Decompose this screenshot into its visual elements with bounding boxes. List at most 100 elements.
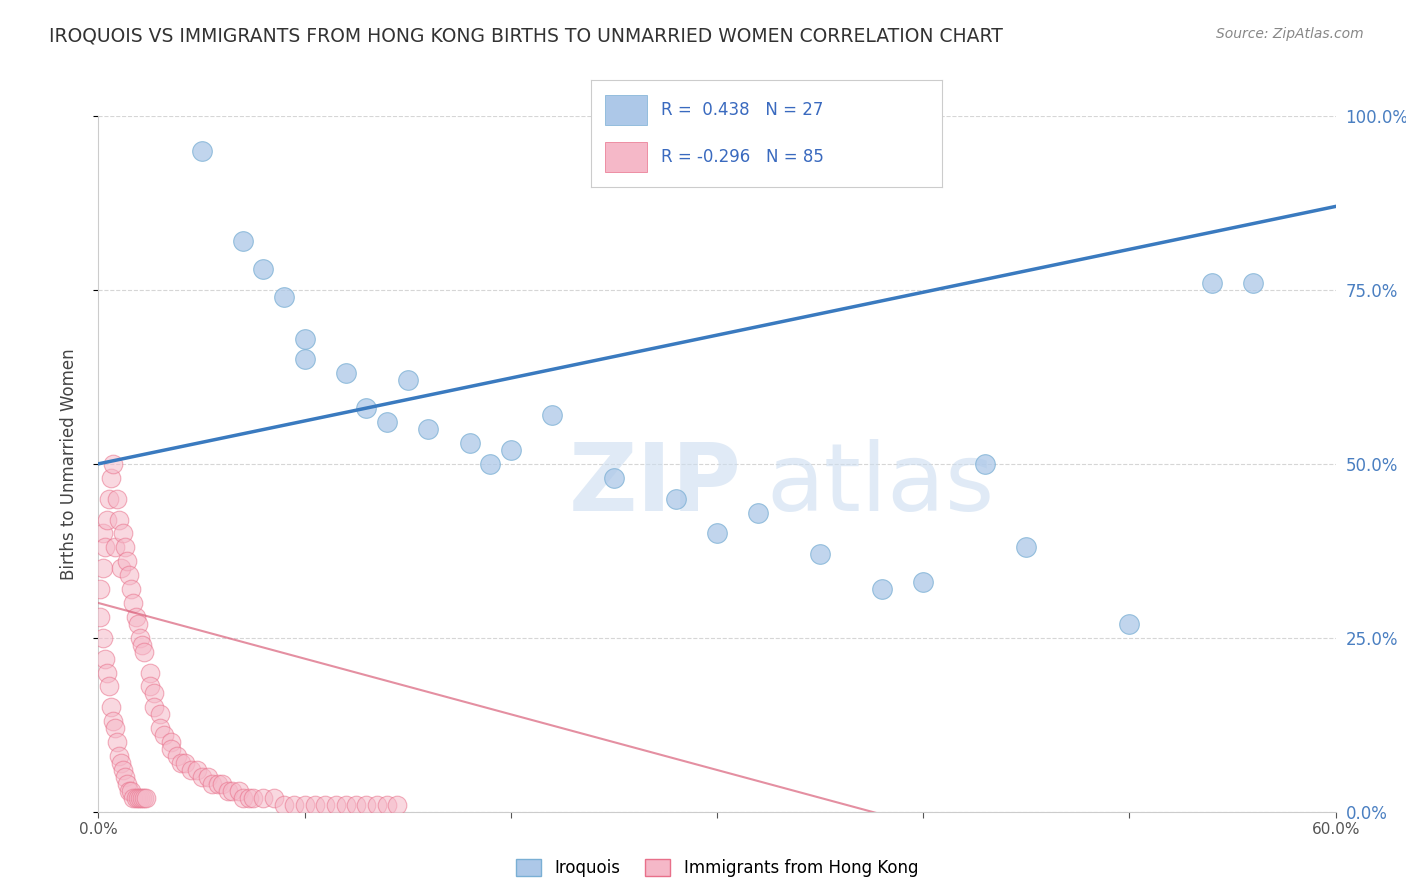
Text: R = -0.296   N = 85: R = -0.296 N = 85 xyxy=(661,148,824,166)
Point xyxy=(499,442,522,457)
Point xyxy=(396,373,419,387)
Point xyxy=(180,763,202,777)
Point xyxy=(89,610,111,624)
Point xyxy=(314,797,336,812)
Point xyxy=(974,457,997,471)
Point xyxy=(273,797,295,812)
Point xyxy=(91,631,114,645)
Point xyxy=(112,763,135,777)
Point xyxy=(190,770,212,784)
Point xyxy=(149,707,172,722)
Point xyxy=(263,790,285,805)
Legend: Iroquois, Immigrants from Hong Kong: Iroquois, Immigrants from Hong Kong xyxy=(509,852,925,883)
Point xyxy=(124,610,146,624)
Point xyxy=(197,770,219,784)
Point xyxy=(132,645,155,659)
Point xyxy=(603,471,626,485)
Point xyxy=(143,686,166,700)
Point xyxy=(118,784,141,798)
Point xyxy=(131,790,153,805)
Point xyxy=(128,631,150,645)
Point xyxy=(124,790,146,805)
Text: Source: ZipAtlas.com: Source: ZipAtlas.com xyxy=(1216,27,1364,41)
Point xyxy=(97,491,120,506)
Point xyxy=(96,665,118,680)
Text: atlas: atlas xyxy=(766,439,995,531)
Point xyxy=(238,790,260,805)
Point xyxy=(479,457,502,471)
Point xyxy=(101,457,124,471)
Point xyxy=(108,749,131,764)
Point xyxy=(122,596,145,610)
Point xyxy=(1241,276,1264,290)
Point xyxy=(118,568,141,582)
Text: R =  0.438   N = 27: R = 0.438 N = 27 xyxy=(661,102,823,120)
Point xyxy=(201,777,224,791)
Point xyxy=(114,541,136,555)
Point xyxy=(366,797,388,812)
Point xyxy=(127,616,149,631)
Point xyxy=(120,784,142,798)
Point xyxy=(252,262,274,277)
Point xyxy=(211,777,233,791)
Point xyxy=(159,742,181,756)
Point xyxy=(273,290,295,304)
Point xyxy=(186,763,208,777)
Point xyxy=(117,554,139,568)
Point xyxy=(105,491,128,506)
Point xyxy=(325,797,347,812)
Point xyxy=(174,756,197,770)
Point xyxy=(101,714,124,729)
Point xyxy=(91,526,114,541)
Point xyxy=(1201,276,1223,290)
Text: ZIP: ZIP xyxy=(569,439,742,531)
Point xyxy=(139,665,162,680)
Point xyxy=(458,436,481,450)
Point xyxy=(665,491,688,506)
Point xyxy=(747,506,769,520)
Point xyxy=(131,638,153,652)
Point xyxy=(120,582,142,596)
Point xyxy=(335,797,357,812)
Point xyxy=(375,415,398,429)
Point xyxy=(221,784,243,798)
Point xyxy=(335,367,357,381)
Point xyxy=(1118,616,1140,631)
Point xyxy=(706,526,728,541)
Point xyxy=(139,680,162,694)
Point xyxy=(122,790,145,805)
Point xyxy=(89,582,111,596)
Y-axis label: Births to Unmarried Women: Births to Unmarried Women xyxy=(59,348,77,580)
Point xyxy=(149,721,172,735)
Point xyxy=(117,777,139,791)
Point xyxy=(93,651,115,665)
Point xyxy=(232,790,254,805)
Point xyxy=(166,749,188,764)
Point xyxy=(375,797,398,812)
Point xyxy=(294,332,316,346)
Point xyxy=(143,700,166,714)
Point xyxy=(870,582,893,596)
Point xyxy=(128,790,150,805)
Point xyxy=(114,770,136,784)
Point xyxy=(294,352,316,367)
Point xyxy=(356,401,378,416)
Bar xyxy=(605,95,647,125)
Point xyxy=(232,234,254,248)
Point xyxy=(104,721,127,735)
Point xyxy=(1015,541,1038,555)
Point xyxy=(170,756,193,770)
Point xyxy=(541,408,564,422)
Point xyxy=(97,680,120,694)
Point xyxy=(294,797,316,812)
Point xyxy=(112,526,135,541)
Point xyxy=(228,784,250,798)
Point xyxy=(808,547,831,561)
Point xyxy=(108,512,131,526)
Point xyxy=(100,471,122,485)
Point xyxy=(344,797,367,812)
Point xyxy=(912,575,935,590)
Point xyxy=(135,790,157,805)
Point xyxy=(283,797,305,812)
Text: IROQUOIS VS IMMIGRANTS FROM HONG KONG BIRTHS TO UNMARRIED WOMEN CORRELATION CHAR: IROQUOIS VS IMMIGRANTS FROM HONG KONG BI… xyxy=(49,27,1002,45)
